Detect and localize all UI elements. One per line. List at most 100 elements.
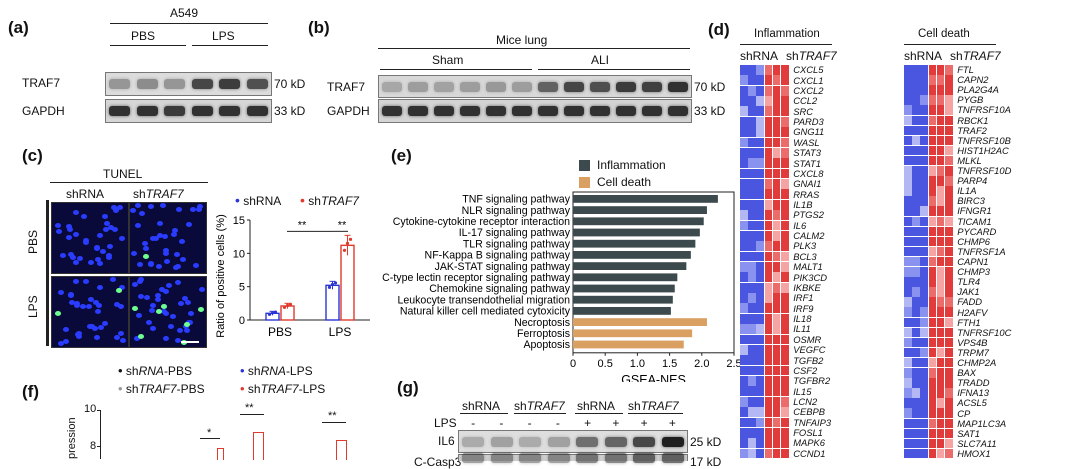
c-ytick-label: 5 (239, 282, 245, 294)
blot-band (642, 106, 662, 116)
tunel-title-line (50, 182, 208, 183)
heatmap-gene-label: HMOX1 (957, 447, 991, 459)
blot-band (519, 436, 542, 447)
heatmap-title-line (904, 44, 996, 45)
blot-band (486, 81, 506, 92)
heatmap-cell (756, 116, 764, 127)
e-bar (573, 329, 693, 338)
heatmap-cell (936, 408, 945, 418)
heatmap-cell (748, 262, 756, 272)
heatmap-cell (756, 147, 764, 158)
heatmap-cell (928, 357, 937, 368)
heatmap-cell (781, 189, 789, 200)
heatmap-cell (928, 65, 937, 75)
c-bar (340, 244, 355, 321)
heatmap-cell (764, 427, 773, 438)
heatmap-cell (904, 166, 912, 176)
heatmap-cell (756, 272, 764, 283)
cell-nucleus (97, 284, 104, 290)
heatmap-cell (781, 137, 789, 148)
cell-nucleus (155, 263, 162, 269)
heatmap-cell (756, 365, 764, 376)
heatmap-cell (936, 125, 945, 136)
heatmap-cell (764, 158, 773, 169)
cell-nucleus (170, 231, 177, 237)
b-group-ali: ALI (591, 53, 610, 67)
e-xlabel: GSEA-NES (621, 373, 686, 382)
heatmap-gene-label: IL6 (793, 219, 807, 231)
blot-band (136, 106, 158, 116)
cell-nucleus (148, 203, 155, 209)
c-data-point (348, 237, 353, 241)
blot-band (462, 453, 485, 463)
cell-nucleus (105, 255, 112, 261)
heatmap-cell (928, 85, 937, 95)
heatmap-cell (904, 418, 912, 429)
heatmap-cell (772, 199, 781, 210)
heatmap-cell (756, 96, 764, 106)
heatmap-cell (748, 65, 756, 75)
heatmap-cell (920, 85, 928, 95)
c-ytick-label: 15 (233, 215, 245, 227)
heatmap-cell (740, 147, 748, 158)
e-bar (573, 206, 707, 214)
heatmap-cell (772, 262, 781, 272)
heatmap-cell (904, 216, 912, 227)
cell-nucleus (119, 284, 126, 290)
heatmap-cell (920, 216, 928, 227)
e-xtick-label: 1.0 (630, 358, 645, 370)
heatmap-cell (912, 428, 920, 439)
heatmap-cell (920, 166, 928, 176)
blot-band (490, 436, 513, 447)
c-data-point (273, 310, 278, 314)
heatmap-cell (781, 168, 789, 179)
heatmap-cell (936, 357, 945, 368)
heatmap-cell (764, 355, 773, 366)
heatmap-cell (945, 145, 953, 156)
e-category-label: Cytokine-cytokine receptor interaction (393, 216, 570, 228)
cell-nucleus (103, 226, 110, 232)
heatmap-cell (936, 85, 945, 95)
heatmap-cell (912, 287, 920, 297)
heatmap-cell (740, 293, 748, 303)
f-legend-shtraf7-pbs: • shTRAF7-PBS (118, 381, 205, 396)
e-xtick-label: 2.5 (726, 358, 740, 370)
e-category-label: NLR signaling pathway (462, 205, 571, 217)
heatmap-cell (740, 106, 748, 117)
blot-band (633, 453, 656, 463)
heatmap-gene-label: TNFRSF10A (957, 104, 1011, 116)
heatmap-cell (756, 448, 764, 459)
tunel-image-shtraf7-lps (129, 276, 207, 348)
heatmap-gene-label: CAPN1 (957, 256, 989, 267)
c-legend-shrna: • shRNA (235, 192, 282, 208)
heatmap-cell (756, 168, 764, 179)
heatmap-gene-label: BAX (957, 367, 976, 379)
heatmap-cell (912, 166, 920, 176)
a-size-33: 33 kD (274, 104, 306, 118)
heatmap-gene-label: STAT3 (793, 147, 821, 159)
heatmap-cell (781, 407, 789, 417)
heatmap-cell (945, 226, 953, 237)
heatmap-cell (928, 196, 937, 206)
tunel-title: TUNEL (103, 167, 143, 181)
panel-label-e: (e) (391, 146, 412, 165)
cell-nucleus (135, 222, 142, 228)
cell-nucleus (94, 309, 101, 315)
heatmap-gene-label: MLKL (957, 154, 982, 166)
heatmap-cell (936, 95, 945, 105)
heatmap-gene-label: SAT1 (957, 427, 980, 439)
heatmap-gene-label: CHMP3 (957, 266, 991, 278)
cell-nucleus (54, 223, 61, 229)
g-line-3 (575, 413, 623, 414)
heatmap-cell (928, 368, 937, 378)
heatmap-cell (912, 347, 920, 358)
cell-nucleus (150, 302, 157, 308)
c-sig-label: ** (338, 219, 347, 231)
cell-nucleus (130, 207, 137, 213)
heatmap-cell (904, 206, 912, 216)
heatmap-cell (920, 368, 928, 378)
heatmap-cell (740, 262, 748, 272)
heatmap-cell (936, 196, 945, 206)
f-sig-line-1 (200, 438, 220, 439)
e-bar (573, 217, 704, 226)
